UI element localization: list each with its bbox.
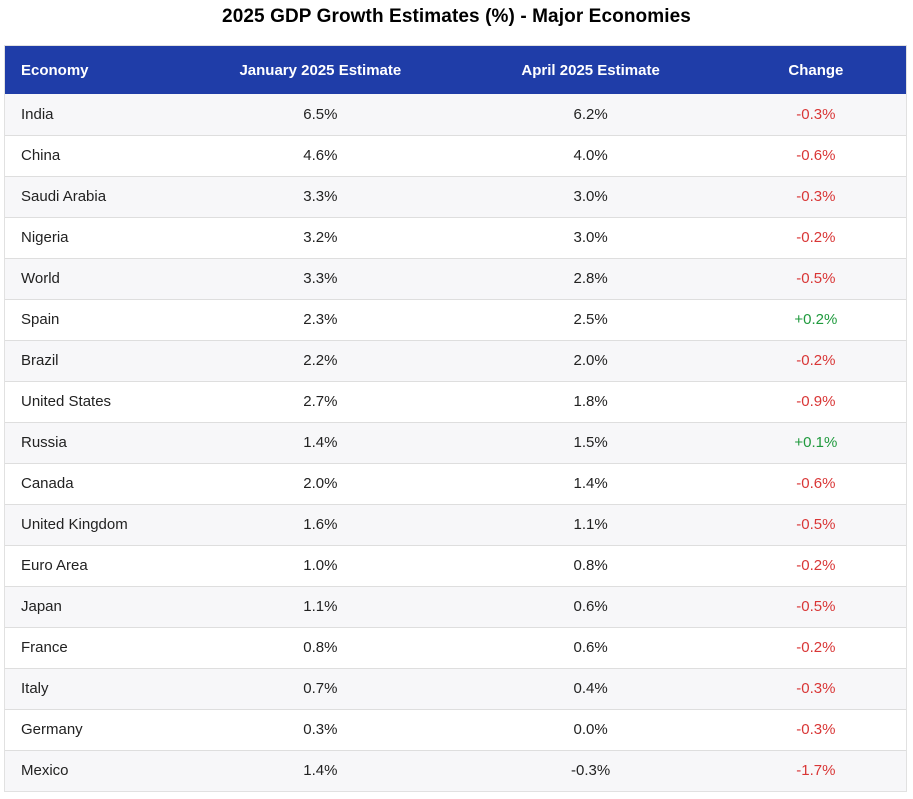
cell-change: -0.3% (796, 105, 836, 123)
cell-change: -0.5% (796, 598, 836, 615)
cell-economy: Italy (21, 680, 49, 697)
cell-january-estimate: 2.3% (303, 311, 338, 328)
cell-economy: World (21, 270, 60, 287)
cell-april-estimate: 0.4% (573, 680, 608, 697)
gdp-table-container: Economy January 2025 Estimate April 2025… (4, 45, 907, 792)
cell-change: -0.3% (796, 188, 836, 205)
table-row: Spain 2.3% 2.5% +0.2% (5, 299, 906, 340)
table-row: Germany 0.3% 0.0% -0.3% (5, 709, 906, 750)
cell-january-estimate: 2.2% (303, 352, 338, 369)
cell-change: -0.2% (796, 639, 836, 656)
cell-economy: Euro Area (21, 557, 88, 574)
cell-april-estimate: 1.4% (573, 475, 608, 492)
table-row: Italy 0.7% 0.4% -0.3% (5, 668, 906, 709)
cell-april-estimate: 0.6% (573, 598, 608, 615)
table-row: China 4.6% 4.0% -0.6% (5, 135, 906, 176)
column-header-economy: Economy (21, 61, 89, 79)
cell-economy: United States (21, 393, 112, 410)
cell-april-estimate: 0.8% (573, 557, 608, 574)
cell-january-estimate: 6.5% (303, 105, 338, 123)
page-title: 2025 GDP Growth Estimates (%) - Major Ec… (222, 6, 691, 27)
cell-change: -0.9% (796, 393, 836, 410)
table-row: Japan 1.1% 0.6% -0.5% (5, 586, 906, 627)
cell-economy: Germany (21, 721, 83, 738)
table-row: Russia 1.4% 1.5% +0.1% (5, 422, 906, 463)
cell-january-estimate: 1.4% (303, 434, 338, 451)
cell-april-estimate: 3.0% (573, 229, 608, 246)
table-row: Nigeria 3.2% 3.0% -0.2% (5, 217, 906, 258)
cell-april-estimate: 2.5% (573, 311, 608, 328)
cell-january-estimate: 0.3% (303, 721, 338, 738)
cell-april-estimate: 3.0% (573, 188, 608, 205)
cell-economy: Spain (21, 311, 60, 328)
table-row: Euro Area 1.0% 0.8% -0.2% (5, 545, 906, 586)
cell-january-estimate: 2.0% (303, 475, 338, 492)
cell-january-estimate: 1.4% (303, 762, 338, 780)
column-header-january-estimate: January 2025 Estimate (239, 61, 402, 79)
cell-economy: Canada (21, 475, 74, 492)
cell-economy: Russia (21, 434, 67, 451)
cell-change: -0.3% (796, 721, 836, 738)
cell-change: -0.6% (796, 147, 836, 164)
cell-change: -0.2% (796, 229, 836, 246)
column-header-april-estimate: April 2025 Estimate (521, 61, 660, 79)
cell-january-estimate: 3.3% (303, 188, 338, 205)
cell-january-estimate: 1.6% (303, 516, 338, 533)
cell-change: -0.5% (796, 270, 836, 287)
cell-change: -1.7% (796, 762, 836, 780)
cell-january-estimate: 0.7% (303, 680, 338, 697)
cell-change: +0.1% (794, 434, 838, 451)
cell-april-estimate: 1.1% (573, 516, 608, 533)
cell-april-estimate: 0.6% (573, 639, 608, 656)
table-row: United States 2.7% 1.8% -0.9% (5, 381, 906, 422)
cell-economy: Japan (21, 598, 62, 615)
gdp-table: Economy January 2025 Estimate April 2025… (5, 46, 906, 791)
cell-change: -0.3% (796, 680, 836, 697)
cell-economy: Saudi Arabia (21, 188, 107, 205)
table-header-row: Economy January 2025 Estimate April 2025… (5, 46, 906, 94)
cell-economy: Mexico (21, 762, 69, 780)
table-row: Brazil 2.2% 2.0% -0.2% (5, 340, 906, 381)
cell-economy: Nigeria (21, 229, 69, 246)
cell-economy: Brazil (21, 352, 59, 369)
cell-january-estimate: 3.3% (303, 270, 338, 287)
table-row: United Kingdom 1.6% 1.1% -0.5% (5, 504, 906, 545)
table-row: Canada 2.0% 1.4% -0.6% (5, 463, 906, 504)
table-row: France 0.8% 0.6% -0.2% (5, 627, 906, 668)
cell-april-estimate: 2.0% (573, 352, 608, 369)
cell-january-estimate: 3.2% (303, 229, 338, 246)
cell-april-estimate: 2.8% (573, 270, 608, 287)
cell-change: +0.2% (794, 311, 838, 328)
cell-economy: United Kingdom (21, 516, 128, 533)
cell-april-estimate: -0.3% (571, 762, 611, 780)
cell-april-estimate: 4.0% (573, 147, 608, 164)
cell-economy: China (21, 147, 61, 164)
column-header-change: Change (788, 61, 844, 79)
cell-change: -0.2% (796, 557, 836, 574)
cell-april-estimate: 0.0% (573, 721, 608, 738)
table-row: India 6.5% 6.2% -0.3% (5, 94, 906, 135)
cell-april-estimate: 1.5% (573, 434, 608, 451)
table-row: Mexico 1.4% -0.3% -1.7% (5, 750, 906, 791)
cell-january-estimate: 1.1% (303, 598, 338, 615)
cell-change: -0.6% (796, 475, 836, 492)
cell-january-estimate: 2.7% (303, 393, 338, 410)
cell-change: -0.2% (796, 352, 836, 369)
table-body: India 6.5% 6.2% -0.3% China 4.6% 4.0% -0.6% Saud… (5, 94, 906, 791)
cell-january-estimate: 4.6% (303, 147, 338, 164)
cell-change: -0.5% (796, 516, 836, 533)
cell-april-estimate: 6.2% (573, 105, 608, 123)
table-row: World 3.3% 2.8% -0.5% (5, 258, 906, 299)
cell-economy: France (21, 639, 68, 656)
cell-april-estimate: 1.8% (573, 393, 608, 410)
cell-january-estimate: 1.0% (303, 557, 338, 574)
cell-january-estimate: 0.8% (303, 639, 338, 656)
table-row: Saudi Arabia 3.3% 3.0% -0.3% (5, 176, 906, 217)
cell-economy: India (21, 105, 54, 123)
